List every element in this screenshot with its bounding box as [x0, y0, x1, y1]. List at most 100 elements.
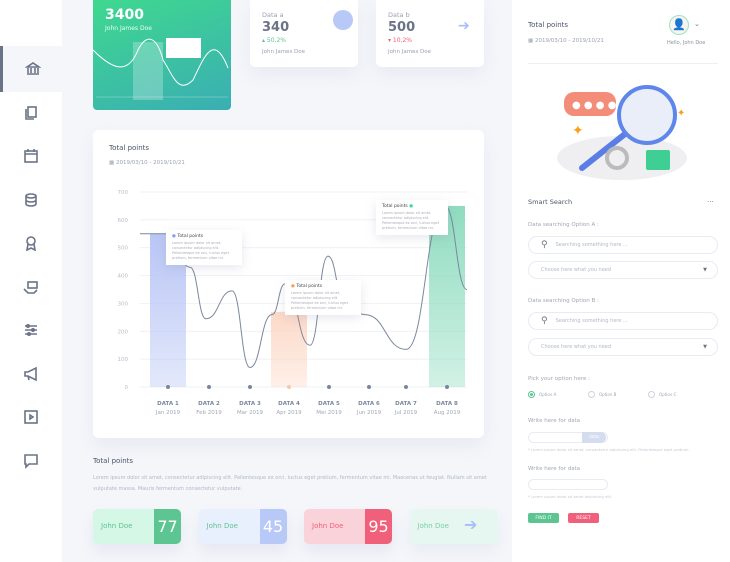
search-icon: ⚲: [541, 316, 548, 326]
data-point[interactable]: [367, 385, 371, 389]
summary-title: Total points: [93, 457, 134, 465]
x-tick-label: DATA 7: [395, 401, 417, 407]
sidebar-item-bank[interactable]: [0, 46, 62, 92]
search-icon: ⚲: [541, 240, 548, 250]
y-tick-label: 400: [118, 274, 129, 280]
chat-icon: [24, 453, 38, 469]
reset-button[interactable]: RESET: [568, 513, 599, 523]
right-date: ▦ 2019/03/10 - 2019/10/21: [528, 38, 604, 44]
x-tick-label: DATA 8: [436, 401, 458, 407]
x-sublabel: Feb 2019: [196, 410, 222, 416]
hint-1: * Lorem ipsum dolor sit amet, consectetu…: [528, 447, 690, 452]
stat-name: John James Doe: [262, 49, 306, 55]
x-tick-label: DATA 1: [157, 401, 179, 407]
stat-name: John James Doe: [388, 49, 432, 55]
documents-icon: [25, 105, 37, 120]
avatar[interactable]: 👤: [669, 15, 689, 35]
y-tick-label: 100: [118, 357, 129, 363]
search-illustration: ● ● ● ● ● ✦ ✦: [557, 85, 687, 180]
bar-4[interactable]: [271, 311, 307, 387]
hero-card: 3400 John James Doe: [93, 0, 231, 110]
sidebar-item-calendar[interactable]: [0, 133, 62, 179]
sidebar-item-film[interactable]: [0, 394, 62, 440]
stat-change: ▴ 50,2%: [262, 37, 286, 44]
dropdown-arrow-icon: ▼: [703, 267, 707, 273]
sidebar-item-megaphone[interactable]: [0, 351, 62, 397]
greeting: Hello, John Doe: [667, 40, 706, 46]
data-point[interactable]: [404, 385, 408, 389]
stat-value: 500: [388, 20, 416, 35]
find-button[interactable]: FIND IT: [528, 513, 559, 523]
x-sublabel: Aug 2019: [434, 410, 461, 416]
data-input-1[interactable]: [528, 432, 608, 443]
score-card[interactable]: John Doe 95: [304, 509, 392, 544]
radio-circle[interactable]: [588, 391, 595, 398]
pick-label: Pick your option here :: [528, 376, 590, 382]
score-name: John Doe: [312, 522, 344, 530]
data-point[interactable]: [327, 385, 331, 389]
arrow-right-icon[interactable]: ➔: [458, 18, 470, 34]
score-card[interactable]: John Doe 45: [198, 509, 287, 544]
x-sublabel: Jul 2019: [394, 410, 418, 416]
radio-circle[interactable]: [528, 391, 535, 398]
sidebar-item-coins[interactable]: [0, 177, 62, 223]
trend-down-icon: ▾: [388, 37, 393, 44]
sliders-icon: [25, 323, 37, 337]
sidebar-item-sliders[interactable]: [0, 307, 62, 353]
score-card[interactable]: John Doe 77: [93, 509, 181, 544]
chart-date: ▦ 2019/03/10 - 2019/10/21: [109, 160, 185, 166]
x-tick-label: DATA 5: [318, 401, 340, 407]
x-sublabel: Mei 2019: [316, 410, 342, 416]
sidebar-item-money-hand[interactable]: [0, 264, 62, 310]
x-sublabel: Jun 2019: [356, 410, 382, 416]
data-button[interactable]: data: [582, 432, 606, 443]
score-card[interactable]: John Doe: [409, 509, 498, 544]
money-hand-icon: [23, 280, 38, 294]
y-tick-label: 300: [118, 301, 129, 307]
data-point[interactable]: [166, 385, 170, 389]
stat-card: Data a 340 ▴ 50,2% John James Doe: [250, 0, 358, 67]
search-input-b[interactable]: ⚲ Searching something here ...: [528, 312, 718, 330]
x-tick-label: DATA 3: [239, 401, 261, 407]
search-input-a[interactable]: ⚲ Searching something here ...: [528, 236, 718, 254]
data-point[interactable]: [207, 385, 211, 389]
tooltip-3: Total points ● Lorem ipsum dolor sit amet…: [376, 200, 448, 235]
next-arrow-icon[interactable]: ➔: [464, 515, 478, 534]
sidebar: [0, 0, 62, 562]
svg-text:● ● ● ● ●: ● ● ● ● ●: [572, 100, 629, 111]
select-b[interactable]: Choose here what you need ▼: [528, 338, 718, 356]
summary-text: Lorem ipsum dolor sit amet, consectetur …: [93, 475, 487, 492]
sidebar-item-chat[interactable]: [0, 438, 62, 484]
film-icon: [24, 410, 38, 424]
radio-circle[interactable]: [648, 391, 655, 398]
data-point[interactable]: [248, 385, 252, 389]
data-input-2[interactable]: [528, 479, 608, 490]
stat-circle-icon: [333, 10, 353, 30]
radio-option-1[interactable]: Option A: [528, 391, 556, 398]
score-name: John Doe: [101, 522, 133, 530]
data-point[interactable]: [445, 385, 449, 389]
calendar-icon: [24, 149, 38, 163]
score-value: 95: [365, 509, 392, 544]
more-icon[interactable]: ...: [707, 196, 714, 204]
write-label-1: Write here for data: [528, 418, 581, 424]
x-tick-label: DATA 6: [358, 401, 380, 407]
radio-option-3[interactable]: Option C: [648, 391, 676, 398]
svg-text:✦: ✦: [677, 108, 685, 119]
award-icon: [26, 236, 36, 251]
data-point[interactable]: [287, 385, 291, 389]
radio-option-2[interactable]: Option B: [588, 391, 616, 398]
sidebar-item-award[interactable]: [0, 220, 62, 266]
x-sublabel: Apr 2019: [276, 410, 302, 416]
chevron-down-icon[interactable]: ⌄: [694, 20, 700, 28]
chart-title: Total points: [109, 144, 150, 152]
stat-value: 340: [262, 20, 290, 35]
score-value: 45: [259, 509, 287, 544]
stat-label: Data a: [262, 11, 284, 19]
date-range: 2019/03/10 - 2019/10/21: [534, 38, 604, 44]
score-name: John Doe: [417, 522, 449, 530]
calendar-icon: ▦: [528, 38, 535, 44]
bar-8[interactable]: [429, 205, 465, 387]
select-a[interactable]: Choose here what you need ▼: [528, 261, 718, 279]
sidebar-item-documents[interactable]: [0, 90, 62, 136]
